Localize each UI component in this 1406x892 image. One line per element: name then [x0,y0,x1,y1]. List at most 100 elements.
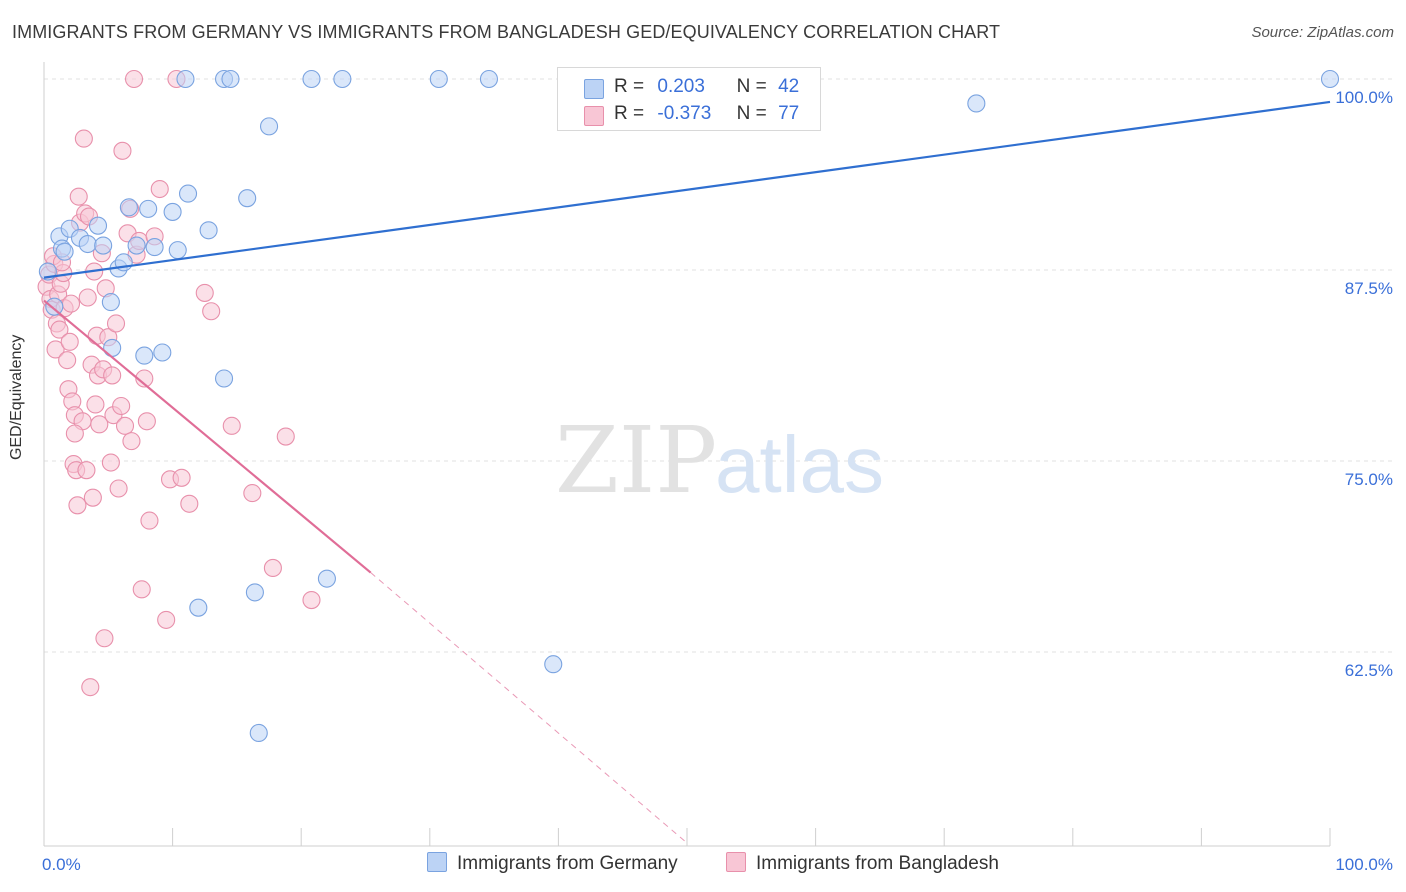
bangladesh-point-30 [83,488,102,507]
legend-row-bangladesh: R = -0.373 N = 77 [584,103,800,126]
y-tick-label-1: 75.0% [1345,470,1393,489]
bangladesh-point-64 [172,468,191,487]
bottom-legend-bangladesh-label: Immigrants from Bangladesh [756,853,999,874]
bottom-legend-bangladesh-swatch [726,852,746,872]
germany-point-28 [238,189,257,208]
grid-lines [44,78,1392,653]
germany-point-29 [259,117,279,136]
germany-point-35 [189,598,208,617]
germany-point-4 [55,242,74,261]
bangladesh-point-61 [157,610,176,629]
legend-n-label: N = [736,76,767,97]
bangladesh-point-38 [95,629,114,648]
bangladesh-point-67 [202,302,221,321]
watermark-atlas: atlas [715,420,884,509]
bangladesh-point-8 [50,320,69,339]
legend-swatch-bangladesh [584,106,604,126]
germany-trend-line [43,100,1331,279]
bangladesh-points [37,69,321,697]
germany-point-19 [153,343,172,362]
legend-germany-r: 0.203 [657,76,705,97]
germany-point-30 [245,583,264,602]
bangladesh-point-14 [60,332,79,351]
bangladesh-point-72 [302,590,321,610]
bangladesh-point-48 [115,416,135,435]
legend-r-label: R = [614,103,645,124]
germany-point-16 [135,346,154,365]
legend-germany-n: 42 [778,76,800,97]
germany-point-21 [168,241,187,260]
correlation-legend: R = 0.203 N = 42 R = -0.373 N = 77 [557,67,821,131]
bangladesh-point-27 [78,288,97,307]
bottom-legend-germany: Immigrants from Germany [427,852,678,875]
bangladesh-point-51 [122,432,141,451]
bangladesh-point-58 [140,511,159,530]
germany-point-23 [178,184,198,203]
germany-point-34 [317,569,336,588]
bangladesh-point-35 [90,415,109,434]
bangladesh-point-66 [195,283,214,302]
germany-point-40 [967,94,986,113]
x-tick-label-1: 100.0% [1335,855,1393,874]
germany-point-32 [302,69,321,89]
y-tick-label-2: 87.5% [1345,279,1393,298]
germany-point-26 [221,69,240,89]
bangladesh-point-60 [150,179,169,199]
legend-bangladesh-r: -0.373 [657,103,712,124]
germany-point-11 [103,338,122,357]
watermark-zip: ZIP [555,407,717,514]
y-tick-label-3: 100.0% [1335,88,1393,107]
tick-labels: 62.5% 75.0% 87.5% 100.0% 0.0% 100.0% [42,88,1393,874]
bangladesh-point-32 [86,395,105,414]
germany-point-7 [78,234,97,254]
bangladesh-point-20 [68,496,87,515]
germany-point-18 [145,238,164,257]
bangladesh-point-68 [222,416,241,435]
bangladesh-point-71 [276,427,295,446]
legend-swatch-germany [584,79,604,99]
bottom-legend-bangladesh: Immigrants from Bangladesh [726,852,999,875]
germany-point-17 [139,199,158,218]
legend-n-label: N = [736,103,767,124]
bangladesh-point-42 [103,366,122,385]
germany-points [38,69,1340,743]
bangladesh-point-12 [58,351,77,370]
bangladesh-point-26 [77,461,96,480]
germany-point-33 [333,69,352,89]
bangladesh-point-69 [243,484,262,503]
germany-point-38 [544,655,563,674]
germany-point-27 [214,369,234,388]
germany-point-14 [119,198,138,217]
bangladesh-point-47 [113,141,132,160]
bangladesh-trend-extension [370,572,688,844]
legend-row-germany: R = 0.203 N = 42 [584,76,800,99]
legend-r-label: R = [614,76,645,97]
germany-point-10 [101,293,120,312]
bangladesh-point-21 [69,187,88,206]
bangladesh-point-28 [81,678,100,697]
germany-point-41 [1320,69,1340,89]
bangladesh-point-5 [46,340,65,359]
germany-point-15 [127,236,146,255]
germany-point-9 [94,236,113,255]
legend-bangladesh-n: 77 [778,103,800,124]
bangladesh-point-73 [65,424,84,443]
bangladesh-point-41 [101,453,120,472]
y-axis-label: GED/Equivalency [8,334,25,460]
germany-point-37 [479,69,499,89]
bangladesh-trend-line [43,299,372,574]
bottom-legend-germany-label: Immigrants from Germany [457,853,678,874]
bangladesh-point-55 [132,580,151,599]
bangladesh-point-45 [109,479,128,498]
chart-title: IMMIGRANTS FROM GERMANY VS IMMIGRANTS FR… [12,22,1001,42]
germany-point-24 [199,221,218,240]
bangladesh-point-52 [124,69,144,89]
bangladesh-point-56 [135,369,154,388]
germany-point-1 [45,297,64,316]
axes [43,62,1331,847]
bangladesh-point-70 [263,558,282,578]
bangladesh-point-65 [180,494,199,513]
bangladesh-point-46 [112,396,131,416]
bangladesh-point-57 [137,412,156,431]
